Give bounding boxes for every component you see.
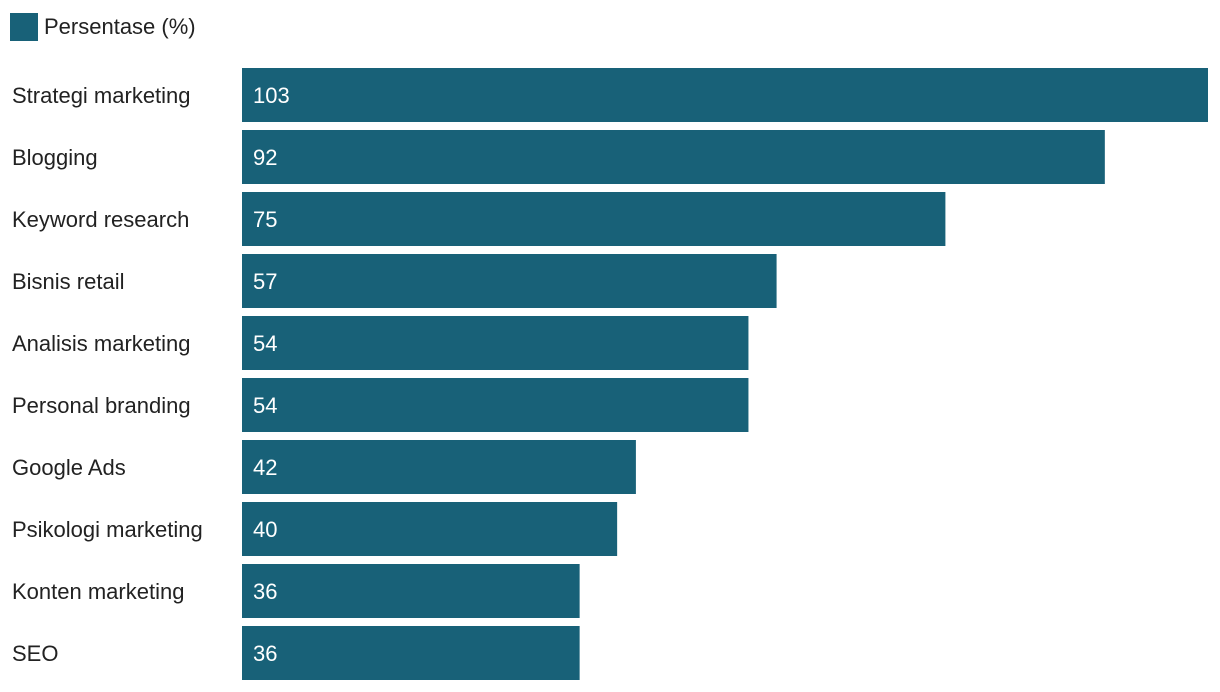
category-label: Personal branding xyxy=(12,393,191,418)
bar xyxy=(242,502,618,556)
legend-swatch xyxy=(10,13,38,41)
bar xyxy=(242,68,1208,122)
category-label: Konten marketing xyxy=(12,579,184,604)
data-label: 36 xyxy=(253,579,277,604)
data-label: 54 xyxy=(253,331,277,356)
category-label: SEO xyxy=(12,641,58,666)
data-label: 54 xyxy=(253,393,277,418)
legend: Persentase (%) xyxy=(10,12,196,42)
data-label: 57 xyxy=(253,269,277,294)
data-label: 103 xyxy=(253,83,290,108)
category-label: Analisis marketing xyxy=(12,331,191,356)
bar xyxy=(242,254,777,308)
data-label: 36 xyxy=(253,641,277,666)
bar xyxy=(242,626,580,680)
category-label: Strategi marketing xyxy=(12,83,191,108)
data-label: 42 xyxy=(253,455,277,480)
data-label: 92 xyxy=(253,145,277,170)
data-label: 75 xyxy=(253,207,277,232)
bar xyxy=(242,130,1105,184)
category-label: Bisnis retail xyxy=(12,269,124,294)
bar xyxy=(242,378,749,432)
bar xyxy=(242,192,946,246)
bar xyxy=(242,440,636,494)
bar xyxy=(242,316,749,370)
category-label: Psikologi marketing xyxy=(12,517,203,542)
category-label: Google Ads xyxy=(12,455,126,480)
legend-label: Persentase (%) xyxy=(44,14,196,39)
data-label: 40 xyxy=(253,517,277,542)
bar xyxy=(242,564,580,618)
category-label: Blogging xyxy=(12,145,98,170)
category-label: Keyword research xyxy=(12,207,189,232)
